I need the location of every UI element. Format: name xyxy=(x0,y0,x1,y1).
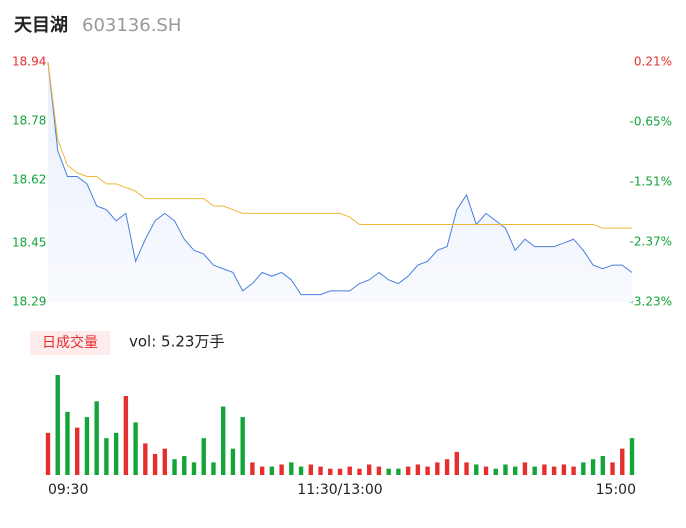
volume-bar xyxy=(45,432,51,475)
y-tick-label: 18.62 xyxy=(12,173,46,187)
volume-total: vol: 5.23万手 xyxy=(129,333,224,351)
volume-bar xyxy=(357,468,362,475)
x-tick-label: 15:00 xyxy=(596,482,636,498)
y-tick-label: 18.94 xyxy=(12,55,46,69)
volume-bar xyxy=(561,464,567,475)
volume-bar xyxy=(581,462,586,475)
volume-bar xyxy=(172,459,177,475)
volume-bar xyxy=(75,427,80,475)
volume-bar xyxy=(328,468,333,475)
volume-bar xyxy=(143,443,148,475)
volume-bar xyxy=(230,448,236,475)
volume-bar xyxy=(532,466,537,475)
average-line xyxy=(47,61,632,229)
volume-bar xyxy=(337,468,343,475)
volume-bar xyxy=(308,464,313,475)
volume-bar xyxy=(522,462,528,475)
volume-bar xyxy=(405,466,411,475)
legend-box xyxy=(30,331,110,355)
volume-bar xyxy=(279,464,284,475)
volume-bar xyxy=(464,462,469,475)
volume-bar xyxy=(162,448,167,475)
volume-bar xyxy=(259,466,265,475)
volume-bar xyxy=(629,438,635,475)
volume-bar xyxy=(104,438,109,475)
volume-bar xyxy=(493,468,498,475)
volume-bar xyxy=(191,462,197,475)
y2-tick-label: -0.65% xyxy=(630,115,672,129)
volume-bar xyxy=(454,451,459,475)
y-tick-label: 18.29 xyxy=(12,295,46,309)
stock-name: 天目湖 xyxy=(14,15,68,36)
volume-bar xyxy=(542,464,547,475)
volume-bar xyxy=(386,468,391,475)
volume-bar xyxy=(503,464,508,475)
y-tick-label: 18.45 xyxy=(12,235,46,249)
volume-bar xyxy=(571,466,576,475)
volume-bar xyxy=(610,462,615,475)
volume-bar xyxy=(513,466,518,475)
volume-bar xyxy=(201,438,206,475)
volume-bar xyxy=(182,456,187,475)
volume-bar xyxy=(425,466,430,475)
x-tick-label: 09:30 xyxy=(48,482,88,498)
volume-bar xyxy=(620,448,625,475)
volume-bar xyxy=(415,464,421,475)
y2-tick-label: -1.51% xyxy=(630,175,672,189)
volume-bar xyxy=(298,466,304,475)
volume-bar xyxy=(221,406,226,475)
volume-bar xyxy=(590,459,596,475)
volume-bar xyxy=(94,401,99,475)
volume-bar xyxy=(318,466,323,475)
y-tick-label: 18.78 xyxy=(12,114,46,128)
volume-bar xyxy=(367,464,372,475)
y2-tick-label: -3.23% xyxy=(630,295,672,309)
y2-tick-label: 0.21% xyxy=(634,55,672,69)
volume-bar xyxy=(435,462,440,475)
volume-bar xyxy=(123,396,129,475)
volume-bar xyxy=(65,411,70,475)
volume-bar xyxy=(474,464,479,475)
volume-bar xyxy=(551,466,557,475)
volume-bar xyxy=(113,432,119,475)
volume-bar xyxy=(347,466,352,475)
volume-bar xyxy=(600,456,605,475)
volume-bar xyxy=(376,466,382,475)
stock-code: 603136.SH xyxy=(82,15,181,36)
x-tick-label: 11:30/13:00 xyxy=(297,482,382,498)
volume-bar xyxy=(211,462,216,475)
volume-bar xyxy=(250,462,255,475)
volume-bar xyxy=(240,417,245,475)
legend-label: 日成交量 xyxy=(42,334,98,351)
volume-bar xyxy=(483,466,489,475)
volume-bar xyxy=(55,375,60,475)
volume-bar xyxy=(152,453,158,475)
volume-bar xyxy=(133,422,138,475)
price-area xyxy=(48,62,632,302)
y2-tick-label: -2.37% xyxy=(630,235,672,249)
volume-bar xyxy=(289,462,294,475)
price-line xyxy=(47,61,633,296)
volume-bar xyxy=(444,459,450,475)
volume-bar xyxy=(269,466,275,475)
volume-bar xyxy=(84,417,90,475)
volume-bar xyxy=(396,468,401,475)
